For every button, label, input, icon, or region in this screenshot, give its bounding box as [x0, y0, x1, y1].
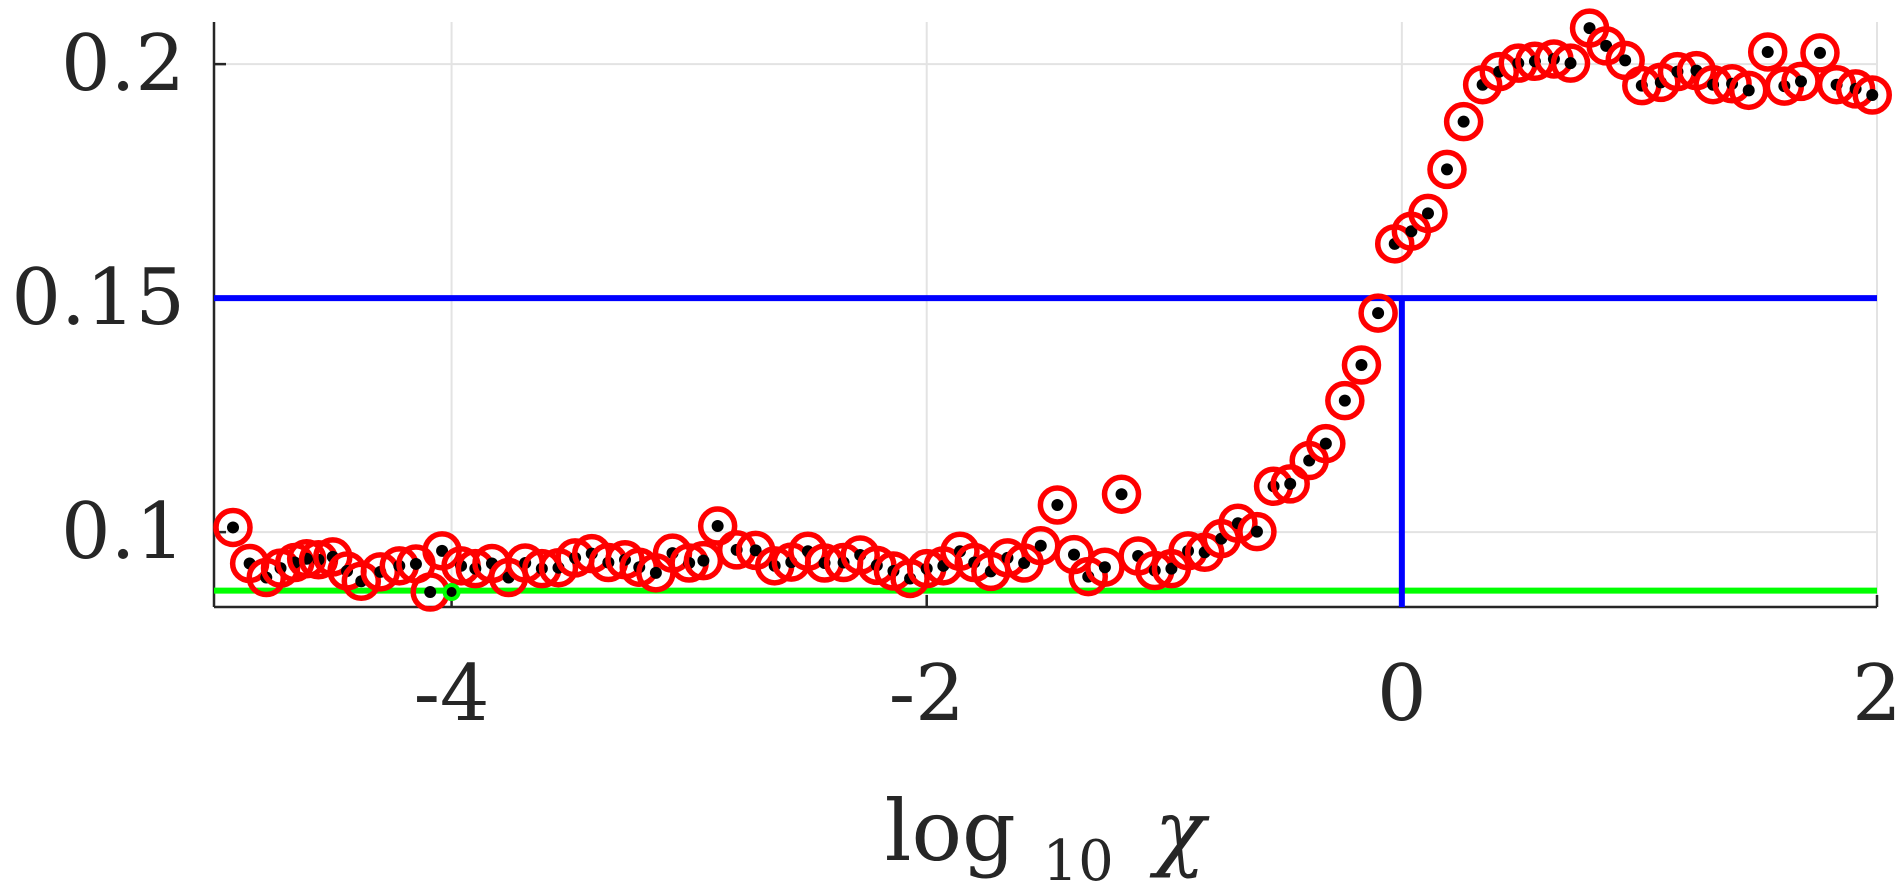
data-point-dot [1284, 477, 1297, 490]
data-point-ring [1427, 149, 1467, 190]
data-point-dot [1742, 84, 1755, 97]
data-point-ring [1443, 101, 1484, 142]
data-point-ring [1270, 464, 1310, 504]
data-point-dot [1338, 394, 1351, 407]
data-point-ring [1358, 293, 1398, 333]
data-point-dot [1457, 115, 1470, 128]
data-point-dot [649, 566, 662, 579]
data-point-dot [697, 554, 710, 567]
data-point-dot [1355, 359, 1368, 372]
data-point-ring [1325, 380, 1365, 421]
data-point-ring [1037, 485, 1078, 525]
data-point [1237, 511, 1277, 552]
data-point [1550, 43, 1591, 83]
x-tick-label: -2 [889, 649, 965, 739]
data-point-ring [1341, 345, 1382, 385]
data-point-ring [1101, 474, 1142, 514]
data-point [1747, 32, 1788, 72]
data-point [1325, 380, 1365, 421]
data-point-ring [1306, 423, 1346, 464]
data-point-dot [1034, 539, 1047, 552]
data-point-ring [1550, 43, 1591, 83]
data-point-dot [1564, 57, 1577, 70]
data-point-ring [1237, 511, 1277, 552]
data-point-dot [1319, 437, 1332, 450]
tick-labels: -4 -2 0 2 0.1 0.15 0.2 [11, 19, 1901, 739]
data-point-dot [1051, 498, 1064, 511]
x-axis-title-main: log [885, 782, 1016, 880]
y-tick-label: 0.2 [61, 19, 185, 109]
data-point [1408, 193, 1448, 234]
data-point-dot [1372, 307, 1385, 320]
highlight-point-dot [446, 587, 457, 598]
y-tick-label: 0.15 [11, 253, 185, 343]
data-point-dot [1098, 561, 1111, 574]
data-point-dot [1813, 46, 1826, 59]
x-tick-label: 2 [1852, 649, 1902, 739]
tick-marks [214, 62, 1879, 607]
axes [212, 22, 1877, 609]
data-point [1358, 293, 1398, 333]
data-point [1427, 149, 1467, 190]
data-point-dot [436, 544, 449, 557]
data-point-ring [213, 507, 253, 548]
data-point-ring [1218, 503, 1258, 543]
data-point-dot [1619, 54, 1632, 67]
data-point-dot [1794, 75, 1807, 88]
data-point-dot [409, 557, 422, 570]
data-point-ring [697, 506, 738, 546]
data-point [697, 506, 738, 546]
data-point [1037, 485, 1078, 525]
data-point-dot [1018, 557, 1031, 570]
data-point-dot [1421, 207, 1434, 220]
data-point [1443, 101, 1484, 142]
x-tick-label: -4 [414, 649, 490, 739]
data-point-dot [1583, 22, 1596, 35]
data-point-dot [1165, 562, 1178, 575]
data-point-ring [1747, 32, 1788, 72]
data-point-dot [1405, 225, 1418, 238]
data-points [213, 8, 1892, 612]
data-point-ring [360, 552, 401, 592]
data-point-dot [711, 520, 724, 533]
data-point [213, 507, 253, 548]
data-point-ring [1852, 75, 1892, 115]
data-point [1085, 547, 1125, 587]
data-point-ring [341, 561, 382, 602]
data-point [1101, 474, 1142, 514]
x-axis-title-symbol: χ [1149, 782, 1210, 880]
data-point [1341, 345, 1382, 385]
x-axis-title-subscript: 10 [1043, 829, 1114, 894]
data-point-dot [424, 586, 437, 599]
data-point-dot [1866, 89, 1879, 102]
x-axis-title: log 10 χ [885, 782, 1211, 895]
data-point [1306, 423, 1346, 464]
data-point [1852, 75, 1892, 115]
y-tick-label: 0.1 [61, 487, 185, 577]
data-point-ring [1835, 69, 1876, 109]
reference-lines [214, 295, 1877, 607]
data-point-ring [1085, 547, 1125, 587]
data-point-dot [749, 544, 762, 557]
data-point [1800, 33, 1840, 73]
data-point-ring [1408, 193, 1448, 234]
data-point-dot [1250, 525, 1263, 538]
data-point-ring [1800, 33, 1840, 73]
data-point-dot [1440, 163, 1453, 176]
data-point-dot [1761, 45, 1774, 58]
data-point-ring [1479, 51, 1520, 92]
data-point-dot [1068, 548, 1081, 561]
x-tick-label: 0 [1377, 649, 1427, 739]
data-point [1270, 464, 1310, 504]
data-point-dot [1115, 488, 1128, 501]
data-point-dot [227, 521, 240, 534]
